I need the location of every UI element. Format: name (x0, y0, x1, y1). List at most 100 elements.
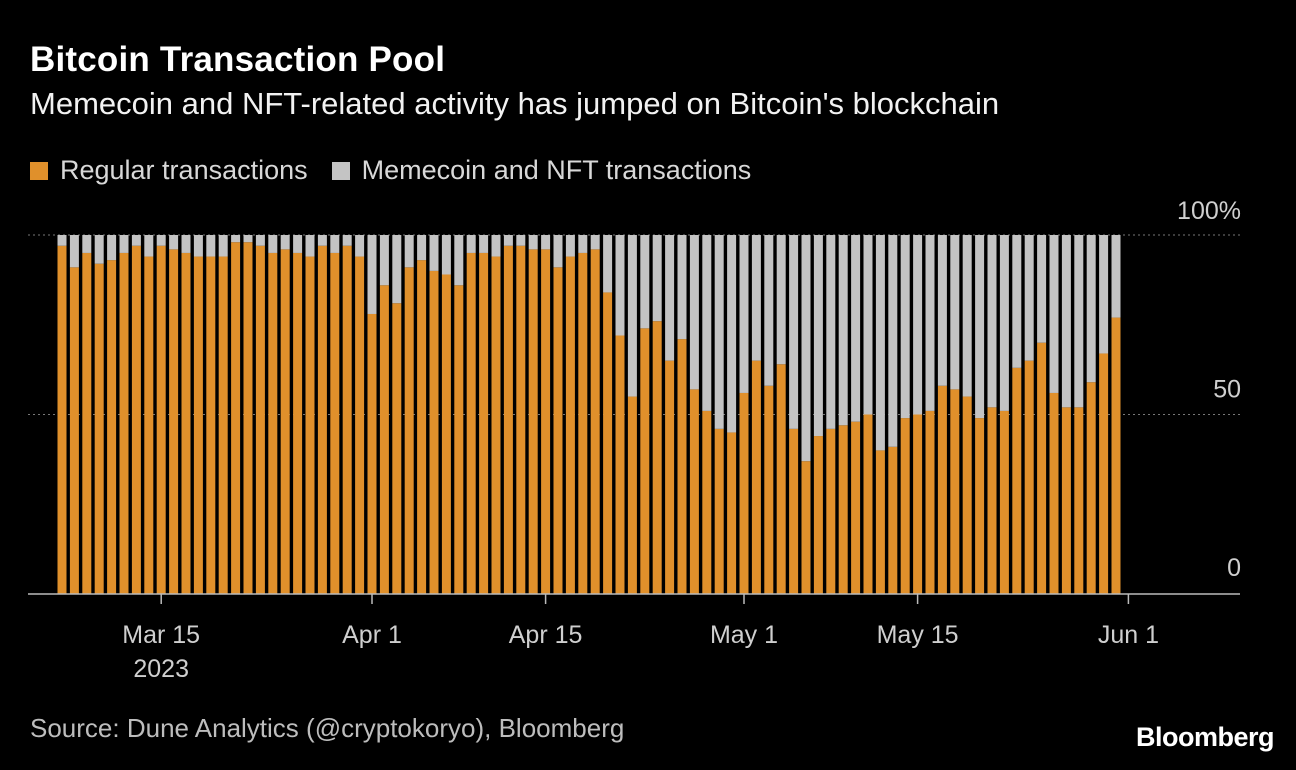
bar-memecoin-nft (231, 235, 241, 243)
bar-memecoin-nft (541, 235, 551, 250)
bar-memecoin-nft (528, 235, 538, 250)
bar-memecoin-nft (590, 235, 600, 250)
bar-regular (528, 249, 538, 595)
bar-regular (937, 385, 947, 594)
bar-memecoin-nft (429, 235, 439, 271)
bar-memecoin-nft (156, 235, 166, 246)
bar-memecoin-nft (652, 235, 662, 322)
bar-regular (355, 256, 365, 594)
bar-regular (94, 263, 104, 594)
bar-regular (900, 418, 910, 594)
bar-regular (466, 252, 476, 594)
bar-memecoin-nft (330, 235, 340, 253)
bar-memecoin-nft (293, 235, 303, 253)
bar-regular (578, 252, 588, 594)
bar-memecoin-nft (578, 235, 588, 253)
bar-regular (888, 446, 898, 594)
bar-memecoin-nft (1012, 235, 1022, 368)
bar-memecoin-nft (553, 235, 563, 268)
bar-memecoin-nft (776, 235, 786, 365)
bloomberg-logo: Bloomberg (1135, 722, 1275, 752)
bar-regular (1049, 392, 1059, 594)
bar-regular (119, 252, 129, 594)
bar-regular (392, 303, 402, 594)
bar-memecoin-nft (727, 235, 737, 433)
bar-regular (714, 428, 724, 594)
bar-memecoin-nft (206, 235, 216, 257)
legend-label-regular: Regular transactions (60, 155, 308, 185)
bar-memecoin-nft (838, 235, 848, 426)
bar-regular (156, 245, 166, 594)
bar-memecoin-nft (255, 235, 265, 246)
bar-memecoin-nft (1024, 235, 1034, 361)
bar-regular (1099, 353, 1109, 594)
bar-regular (925, 410, 935, 594)
bar-regular (206, 256, 216, 594)
bar-memecoin-nft (1049, 235, 1059, 393)
x-tick-year-label: 2023 (133, 655, 189, 683)
bar-regular (801, 461, 811, 594)
bar-memecoin-nft (119, 235, 129, 253)
bar-regular (82, 252, 92, 594)
bar-memecoin-nft (826, 235, 836, 429)
bar-memecoin-nft (454, 235, 464, 286)
bar-memecoin-nft (913, 235, 923, 415)
bar-regular (231, 242, 241, 594)
bar-regular (999, 410, 1009, 594)
bar-memecoin-nft (107, 235, 117, 261)
bar-regular (1111, 317, 1121, 594)
bar-regular (503, 245, 513, 594)
x-tick-label: Mar 15 (122, 621, 200, 649)
legend: Regular transactions Memecoin and NFT tr… (30, 155, 775, 186)
bar-regular (789, 428, 799, 594)
bar-memecoin-nft (1074, 235, 1084, 408)
bar-memecoin-nft (888, 235, 898, 447)
chart-title: Bitcoin Transaction Pool (30, 40, 446, 79)
bar-regular (57, 245, 67, 594)
legend-item-memecoin-nft: Memecoin and NFT transactions (331, 155, 751, 186)
bar-memecoin-nft (999, 235, 1009, 411)
bar-regular (987, 407, 997, 594)
bar-regular (776, 364, 786, 594)
bar-regular (1024, 360, 1034, 594)
bar-memecoin-nft (615, 235, 625, 336)
bar-memecoin-nft (516, 235, 526, 246)
bar-memecoin-nft (627, 235, 637, 397)
x-tick-label: May 1 (710, 621, 778, 649)
bar-memecoin-nft (491, 235, 501, 257)
bar-memecoin-nft (441, 235, 451, 275)
bar-memecoin-nft (677, 235, 687, 340)
bar-regular (863, 414, 873, 594)
bar-memecoin-nft (640, 235, 650, 329)
x-tick-label: May 15 (877, 621, 959, 649)
bar-regular (838, 425, 848, 594)
bar-memecoin-nft (82, 235, 92, 253)
bar-memecoin-nft (925, 235, 935, 411)
bar-memecoin-nft (975, 235, 985, 419)
bar-regular (479, 252, 489, 594)
bar-memecoin-nft (466, 235, 476, 253)
bar-regular (280, 249, 290, 595)
bar-memecoin-nft (479, 235, 489, 253)
bar-memecoin-nft (169, 235, 179, 250)
bar-regular (379, 285, 389, 594)
bar-regular (293, 252, 303, 594)
bar-regular (342, 245, 352, 594)
bar-memecoin-nft (1099, 235, 1109, 354)
bar-memecoin-nft (181, 235, 191, 253)
bar-regular (107, 260, 117, 594)
x-tick-label: Apr 1 (342, 621, 402, 649)
bar-memecoin-nft (218, 235, 228, 257)
bar-regular (317, 245, 327, 594)
bar-regular (913, 414, 923, 594)
bar-memecoin-nft (367, 235, 377, 314)
bar-regular (851, 421, 861, 594)
bar-memecoin-nft (801, 235, 811, 462)
bar-memecoin-nft (764, 235, 774, 386)
bar-memecoin-nft (243, 235, 253, 243)
bar-regular (950, 389, 960, 594)
bar-regular (813, 436, 823, 594)
bar-regular (454, 285, 464, 594)
bar-memecoin-nft (503, 235, 513, 246)
